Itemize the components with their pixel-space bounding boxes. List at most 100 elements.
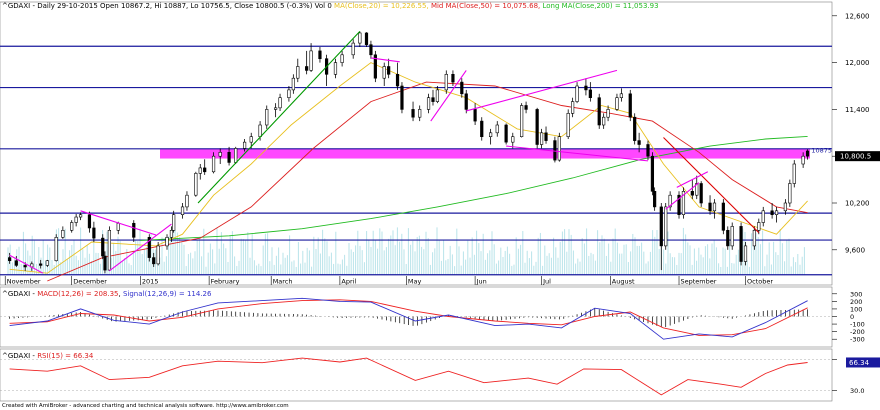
candle-body (805, 150, 810, 157)
candle-body (274, 107, 278, 110)
candle-body (615, 97, 619, 110)
rsi-value-label: 66.34 (849, 359, 870, 367)
macd-axis-label: 300 (850, 290, 862, 298)
band-label: 10875 (811, 146, 832, 154)
month-label: 2015 (142, 278, 159, 286)
macd-title: ^GDAXI - MACD(12,26) = 208.35, Signal(12… (2, 290, 212, 298)
candle-body (801, 155, 805, 165)
candle-body (650, 155, 655, 192)
month-label: October (747, 278, 773, 286)
candle-body (318, 50, 322, 60)
candle-body (426, 97, 431, 110)
candle-body (305, 66, 309, 71)
candle-body (351, 42, 355, 56)
candle-body (659, 206, 663, 247)
candle-body (553, 140, 557, 161)
candle-body (358, 32, 362, 44)
candle-body (761, 210, 765, 223)
candle-body (54, 237, 58, 262)
candle-body (712, 202, 717, 212)
macd-axis-label: 200 (850, 298, 862, 306)
candle-body (249, 136, 253, 143)
candle-body (571, 101, 575, 114)
price-axis-label: 12,600 (845, 12, 870, 20)
pink-trend-line (430, 70, 467, 122)
price-axis-label: 10,200 (845, 200, 870, 208)
candle-body (606, 109, 610, 118)
macd-axis-label: 100 (850, 305, 862, 313)
candle-body (677, 194, 681, 215)
candle-body (23, 265, 27, 268)
candle-body (752, 230, 756, 247)
month-label: March (273, 278, 293, 286)
chart-header: ^GDAXI - Daily 29-10-2015 Open 10867.2, … (2, 2, 659, 10)
month-label: September (681, 278, 717, 286)
month-label: Jun (476, 278, 487, 286)
candle-body (535, 109, 539, 145)
header-info: - Daily 29-10-2015 Open 10867.2, Hi 1088… (30, 2, 334, 10)
candle-body (699, 183, 703, 204)
candle-body (757, 222, 761, 231)
candle-body (78, 214, 83, 218)
month-label: August (612, 278, 635, 286)
pink-trend-line (506, 145, 649, 162)
candle-body (194, 173, 198, 196)
candle-body (602, 116, 606, 126)
macd-value: 208.35 (94, 290, 119, 298)
price-panel: 12,60012,00011,40010,80010,2009,60010,80… (0, 12, 880, 286)
candle-body (524, 105, 528, 110)
candle-body (566, 113, 570, 138)
price-axis-label: 9,600 (845, 246, 865, 254)
rsi-title: ^GDAXI - RSI(15) = 66.34 (2, 352, 94, 360)
candle-body (152, 257, 156, 265)
candle-body (739, 226, 743, 262)
signal-line (9, 299, 808, 336)
candle-body (400, 85, 404, 110)
candle-body (743, 245, 748, 262)
candle-body (495, 124, 499, 134)
month-label: April (341, 278, 356, 286)
rsi-line (9, 357, 808, 396)
candle-body (227, 152, 231, 163)
ma20-legend: MA(Close,20) = 10,226.55, (334, 2, 429, 10)
candle-body (653, 191, 657, 208)
candle-body (382, 66, 386, 79)
candle-body (637, 140, 641, 145)
candle-body (504, 124, 508, 143)
month-label: February (211, 278, 240, 286)
red-trend-line (663, 137, 760, 234)
candle-body (333, 62, 338, 75)
candle-body (218, 152, 222, 157)
candle-body (792, 163, 796, 184)
pink-trend-line (676, 171, 709, 188)
pink-trend-line (9, 254, 44, 274)
candle-body (258, 124, 262, 137)
candle-body (628, 93, 632, 118)
ma200-line (140, 135, 808, 241)
candle-body (364, 32, 369, 45)
candle-body (61, 230, 65, 238)
price-panel-frame (0, 1, 833, 286)
candle-body (681, 191, 686, 216)
candle-body (369, 44, 373, 56)
ma50-legend: Mid MA(Close,50) = 10,075.68, (431, 2, 540, 10)
candle-body (544, 132, 548, 141)
candle-body (70, 222, 74, 231)
candle-body (435, 89, 440, 102)
month-label: November (7, 278, 41, 286)
candle-body (14, 260, 18, 266)
candle-body (296, 66, 300, 79)
pink-trend-line (109, 223, 172, 272)
candle-body (726, 230, 730, 247)
candle-body (45, 260, 49, 266)
candle-body (783, 202, 788, 212)
candle-body (185, 194, 189, 208)
candle-body (8, 257, 12, 262)
candle-body (211, 155, 216, 173)
macd-line (9, 297, 808, 340)
candle-body (444, 74, 448, 91)
candle-body (265, 109, 269, 126)
candle-body (690, 191, 694, 196)
signal-label: Signal(12,26,9) (123, 290, 177, 298)
macd-axis-label: -200 (850, 328, 865, 336)
